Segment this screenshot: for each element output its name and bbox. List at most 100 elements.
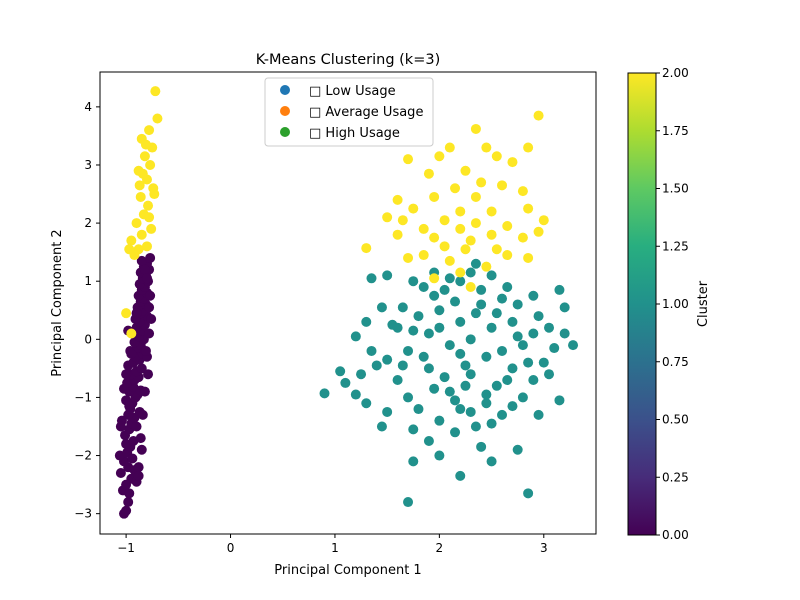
- data-point-cluster-1: [497, 409, 508, 420]
- data-point-cluster-1: [423, 436, 434, 447]
- data-point-cluster-1: [517, 392, 528, 403]
- data-point-cluster-1: [476, 284, 487, 295]
- x-tick-label: −1: [117, 541, 135, 555]
- data-point-cluster-1: [470, 421, 481, 432]
- data-point-cluster-0: [144, 302, 155, 313]
- data-point-cluster-1: [465, 267, 476, 278]
- data-point-cluster-1: [408, 276, 419, 287]
- data-point-cluster-1: [403, 345, 414, 356]
- data-point-cluster-2: [150, 86, 161, 97]
- data-point-cluster-1: [512, 331, 523, 342]
- data-point-cluster-1: [361, 398, 372, 409]
- data-point-cluster-0: [115, 467, 126, 478]
- data-point-cluster-2: [523, 142, 534, 153]
- data-point-cluster-0: [139, 386, 150, 397]
- data-point-cluster-1: [382, 270, 393, 281]
- data-point-cluster-1: [507, 401, 518, 412]
- data-point-cluster-1: [403, 392, 414, 403]
- data-point-cluster-2: [460, 165, 471, 176]
- data-point-cluster-1: [361, 316, 372, 327]
- data-point-cluster-1: [413, 404, 424, 415]
- data-point-cluster-2: [481, 142, 492, 153]
- data-point-cluster-2: [137, 168, 148, 179]
- data-point-cluster-2: [439, 215, 450, 226]
- x-axis-ticks: −1 0 1 2 3: [117, 534, 548, 555]
- data-point-cluster-2: [124, 244, 135, 255]
- data-point-cluster-1: [460, 380, 471, 391]
- data-point-cluster-0: [141, 273, 152, 284]
- data-point-cluster-1: [528, 375, 539, 385]
- legend: □ Low Usage □ Average Usage □ High Usage: [264, 77, 434, 147]
- data-point-cluster-2: [144, 212, 155, 223]
- data-point-cluster-1: [350, 331, 361, 342]
- data-point-cluster-1: [434, 305, 445, 316]
- colorbar-label: Cluster: [696, 280, 711, 327]
- y-axis-label: Principal Component 2: [50, 229, 65, 376]
- data-point-cluster-2: [470, 191, 481, 202]
- chart-title: K-Means Clustering (k=3): [256, 52, 440, 68]
- data-point-cluster-2: [502, 250, 513, 261]
- colorbar-tick-label: 1.00: [662, 297, 689, 311]
- data-point-cluster-1: [340, 377, 351, 388]
- data-point-cluster-2: [497, 180, 508, 191]
- data-point-cluster-1: [429, 290, 440, 301]
- data-point-cluster-0: [123, 497, 134, 508]
- colorbar-tick-label: 0.50: [662, 413, 689, 427]
- data-point-cluster-2: [126, 328, 137, 339]
- x-tick-label: 1: [331, 541, 339, 555]
- data-point-cluster-1: [335, 366, 346, 377]
- data-point-cluster-2: [455, 206, 466, 217]
- data-point-cluster-2: [455, 223, 466, 234]
- data-point-cluster-2: [429, 191, 440, 202]
- data-point-cluster-1: [434, 322, 445, 333]
- data-point-cluster-0: [127, 453, 138, 464]
- data-point-cluster-2: [382, 212, 393, 223]
- x-tick-label: 2: [436, 541, 444, 555]
- data-point-cluster-1: [512, 444, 523, 455]
- colorbar-tick-label: 0.00: [662, 528, 689, 542]
- data-point-cluster-1: [450, 296, 461, 307]
- data-point-cluster-1: [502, 375, 513, 385]
- data-point-cluster-2: [470, 123, 481, 134]
- data-point-cluster-0: [135, 433, 146, 444]
- legend-box: [264, 77, 434, 147]
- legend-marker-high: [280, 127, 290, 137]
- data-point-cluster-0: [126, 348, 137, 359]
- data-point-cluster-1: [481, 389, 492, 400]
- data-point-cluster-2: [146, 223, 157, 234]
- data-point-cluster-2: [144, 125, 155, 136]
- data-point-cluster-2: [481, 261, 492, 272]
- data-point-cluster-2: [361, 243, 372, 254]
- data-point-cluster-1: [528, 328, 539, 339]
- data-point-cluster-2: [126, 235, 137, 246]
- colorbar-tick-label: 1.50: [662, 182, 689, 196]
- data-point-cluster-2: [143, 200, 154, 211]
- data-point-cluster-1: [476, 299, 487, 310]
- data-point-cluster-1: [517, 340, 528, 351]
- data-point-cluster-1: [439, 372, 450, 383]
- data-point-cluster-1: [376, 302, 387, 313]
- data-point-cluster-1: [413, 311, 424, 322]
- colorbar-tick-label: 1.25: [662, 239, 689, 253]
- data-point-cluster-1: [559, 302, 570, 313]
- data-point-cluster-0: [115, 421, 126, 432]
- data-point-cluster-0: [146, 313, 157, 324]
- data-point-cluster-1: [533, 409, 544, 420]
- data-point-cluster-0: [140, 345, 151, 356]
- data-point-cluster-0: [137, 409, 148, 420]
- data-point-cluster-2: [397, 215, 408, 226]
- data-point-cluster-1: [528, 290, 539, 301]
- data-point-cluster-2: [465, 235, 476, 246]
- data-point-cluster-1: [465, 334, 476, 345]
- data-point-cluster-1: [460, 360, 471, 371]
- data-point-cluster-2: [139, 151, 150, 162]
- data-point-cluster-0: [144, 328, 155, 339]
- data-point-cluster-1: [523, 357, 534, 368]
- scatter-points: [114, 86, 579, 519]
- data-point-cluster-2: [131, 218, 142, 229]
- colorbar-tick-label: 0.75: [662, 355, 689, 369]
- data-point-cluster-1: [507, 363, 518, 374]
- data-point-cluster-2: [403, 154, 414, 165]
- data-point-cluster-2: [434, 151, 445, 162]
- data-point-cluster-0: [133, 462, 144, 473]
